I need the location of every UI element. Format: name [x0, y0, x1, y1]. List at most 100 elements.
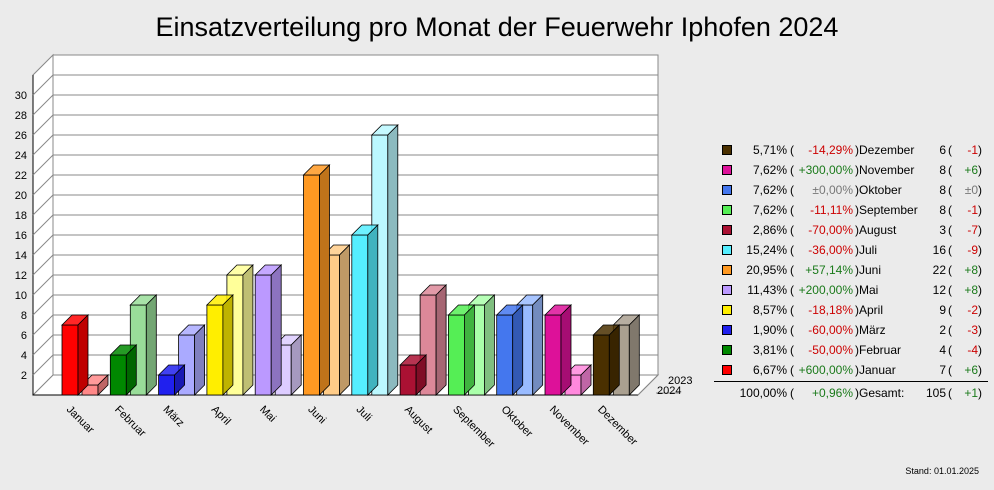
- legend-swatch: [722, 325, 732, 335]
- depth-label-2024: 2024: [657, 385, 681, 397]
- gridline-side: [32, 214, 54, 236]
- bar-2024-6-side: [367, 224, 379, 396]
- legend-delta: -7): [967, 223, 982, 237]
- y-tick-label: 20: [15, 190, 27, 202]
- legend-paren: ): [855, 323, 859, 337]
- legend-delta: -2): [967, 303, 982, 317]
- bar-2024-7: [399, 354, 428, 396]
- legend-count: 2: [939, 323, 946, 337]
- legend-percent: 3,81%: [752, 343, 787, 357]
- legend-month: Januar: [859, 363, 896, 377]
- gridline-side: [32, 114, 54, 136]
- legend-delta: +6): [964, 163, 982, 177]
- legend-swatch: [722, 345, 732, 355]
- legend-delta: -4): [967, 343, 982, 357]
- legend-percent: 20,95%: [746, 263, 787, 277]
- gridline-side: [32, 254, 54, 276]
- legend-paren: (: [790, 303, 794, 317]
- bar-2024-1: [109, 344, 138, 396]
- bar-2023-0: [81, 374, 109, 396]
- legend-paren: (: [948, 343, 952, 357]
- legend-paren: (: [790, 223, 794, 237]
- bar-2024-2: [157, 364, 186, 396]
- legend-change: -18,18%: [808, 303, 853, 317]
- gridline-side: [32, 314, 54, 336]
- legend-change: -14,29%: [808, 143, 853, 157]
- legend-paren: ): [855, 386, 859, 400]
- bar-2024-2-front: [158, 374, 176, 396]
- legend-row: 15,24%(-36,00%) Juli 16(-9): [714, 240, 988, 260]
- legend-month: Juni: [859, 263, 882, 277]
- gridline-side: [32, 194, 54, 216]
- x-axis-labels: Januar Februar März April Mai Juni Juli August S…: [64, 404, 640, 451]
- legend-paren: (: [948, 183, 952, 197]
- bar-2024-11-front: [592, 334, 610, 396]
- legend-swatch: [722, 165, 732, 175]
- legend-total-row: 100,00%(+0,96%) Gesamt: 105(+1): [714, 383, 988, 403]
- legend-swatch: [722, 305, 732, 315]
- legend-delta: ±0): [964, 183, 982, 197]
- bar-2024-6: [350, 224, 379, 396]
- gridline-side: [32, 74, 54, 96]
- bar-2024-4-side: [270, 264, 282, 396]
- legend-row: 2,86%(-70,00%) August 3(-7): [714, 220, 988, 240]
- bar-2024-5: [302, 164, 331, 396]
- y-tick-label: 26: [15, 130, 27, 142]
- legend-percent: 7,62%: [752, 163, 787, 177]
- legend-paren: (: [790, 203, 794, 217]
- legend-swatch: [722, 365, 732, 375]
- bar-2024-4: [254, 264, 283, 396]
- legend-change: -50,00%: [808, 343, 853, 357]
- legend-change: +57,14%: [805, 263, 853, 277]
- legend-paren: (: [790, 263, 794, 277]
- bar-2024-4-front: [254, 274, 272, 396]
- legend-month: September: [859, 203, 918, 217]
- bar-2024-5-front: [303, 174, 320, 396]
- legend-paren: (: [948, 163, 952, 177]
- legend-paren: (: [948, 243, 952, 257]
- legend-percent: 1,90%: [752, 323, 787, 337]
- legend-paren: (: [790, 283, 794, 297]
- floor-edge: [637, 374, 659, 396]
- legend-change: +200,00%: [798, 283, 853, 297]
- legend-count: 9: [939, 303, 946, 317]
- legend-percent: 7,62%: [752, 183, 787, 197]
- y-tick-label: 2: [21, 370, 27, 382]
- bar-2024-1-side: [125, 344, 137, 396]
- legend-count: 12: [932, 283, 946, 297]
- y-tick-label: 30: [15, 90, 27, 102]
- legend-count: 8: [939, 183, 946, 197]
- legend-row: 1,90%(-60,00%) März 2(-3): [714, 320, 988, 340]
- bar-2024-8-side: [463, 304, 475, 396]
- legend-paren: (: [790, 163, 794, 177]
- legend-paren: (: [790, 143, 794, 157]
- bar-2024-3-side: [222, 294, 234, 396]
- legend-row: 3,81%(-50,00%) Februar 4(-4): [714, 340, 988, 360]
- chart-bars: [61, 124, 641, 396]
- bar-2023-2-side: [194, 324, 206, 396]
- bar-2023-0-side: [97, 374, 109, 396]
- x-tick-label: Dezember: [595, 404, 640, 449]
- bar-2024-0-front: [61, 324, 79, 396]
- legend-month: Mai: [859, 283, 879, 297]
- legend-row: 20,95%(+57,14%) Juni 22(+8): [714, 260, 988, 280]
- legend-paren: ): [855, 203, 859, 217]
- legend-change: -36,00%: [808, 243, 853, 257]
- legend-row: 8,57%(-18,18%) April 9(-2): [714, 300, 988, 320]
- bar-2023-7-side: [435, 284, 447, 396]
- bar-2023-10-side: [580, 364, 592, 396]
- legend-count: 3: [939, 223, 946, 237]
- legend-paren: (: [790, 323, 794, 337]
- legend-paren: ): [855, 183, 859, 197]
- legend-paren: ): [855, 343, 859, 357]
- gridline-side: [32, 354, 54, 376]
- bar-2023-9-side: [532, 294, 544, 396]
- gridline-side: [32, 134, 54, 156]
- legend-month: April: [859, 303, 884, 317]
- legend-total-percent: 100,00%: [739, 386, 787, 400]
- gridline-side: [32, 274, 54, 296]
- y-tick-label: 16: [15, 230, 27, 242]
- bar-2024-0: [61, 314, 89, 396]
- legend-row: 6,67%(+600,00%) Januar 7(+6): [714, 360, 988, 380]
